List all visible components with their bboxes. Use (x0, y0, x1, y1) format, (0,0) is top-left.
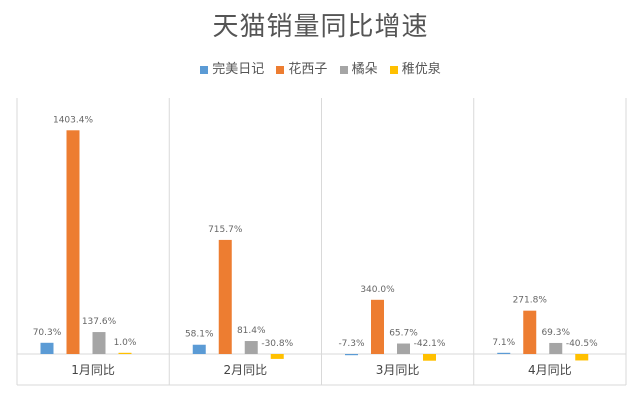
legend-item-perfect-diary: 完美日记 (200, 58, 264, 77)
legend-label: 完美日记 (212, 62, 265, 77)
data-label: 7.1% (492, 338, 515, 348)
data-label: 58.1% (185, 330, 214, 340)
bar-3-1 (92, 332, 106, 354)
bar-4-1 (118, 352, 132, 354)
bar-2-4 (523, 310, 537, 354)
legend-swatch (276, 65, 285, 74)
data-label: 69.3% (541, 328, 570, 338)
bar-1-4 (497, 352, 511, 354)
data-label: -40.5% (566, 339, 598, 349)
legend-label: 花西子 (288, 62, 328, 77)
data-label: -42.1% (414, 339, 446, 349)
legend-swatch (200, 65, 209, 74)
data-label: 715.7% (208, 225, 243, 235)
bar-1-2 (192, 344, 206, 354)
data-label: -30.8% (261, 339, 293, 349)
x-tick-label: 2月同比 (224, 363, 268, 377)
data-label: 70.3% (33, 328, 62, 338)
bar-3-3 (397, 343, 410, 354)
bar-3-2 (244, 341, 258, 354)
data-label: -7.3% (338, 339, 365, 349)
legend-item-florasis: 花西子 (276, 58, 327, 77)
legend-item-zhiyouquan: 稚优泉 (389, 58, 441, 77)
x-tick-label: 4月同比 (528, 363, 572, 377)
bar-2-3 (371, 299, 384, 354)
bar-4-2 (270, 354, 284, 359)
data-label: 1403.4% (53, 115, 93, 125)
bar-2-1 (66, 130, 80, 354)
chart-legend: 完美日记 花西子 橘朵 稚优泉 (0, 58, 641, 77)
data-label: 1.0% (114, 338, 137, 348)
legend-label: 稚优泉 (401, 62, 441, 77)
legend-label: 橘朵 (351, 62, 378, 77)
bar-3-4 (549, 342, 563, 354)
bar-2-2 (218, 239, 232, 354)
data-label: 81.4% (237, 326, 266, 336)
x-tick-label: 3月同比 (376, 363, 420, 377)
legend-swatch (389, 65, 398, 74)
bar-1-1 (40, 342, 54, 354)
bar-1-3 (345, 354, 358, 356)
data-label: 271.8% (513, 296, 548, 306)
data-label: 137.6% (82, 317, 117, 327)
chart-title: 天猫销量同比增速 (212, 12, 429, 42)
bar-4-3 (423, 354, 436, 361)
bar-4-4 (575, 354, 589, 361)
x-tick-label: 1月同比 (71, 363, 115, 377)
data-label: 65.7% (389, 329, 418, 339)
data-label: 340.0% (360, 285, 395, 295)
legend-swatch (339, 65, 348, 74)
legend-item-judydoll: 橘朵 (339, 58, 378, 77)
